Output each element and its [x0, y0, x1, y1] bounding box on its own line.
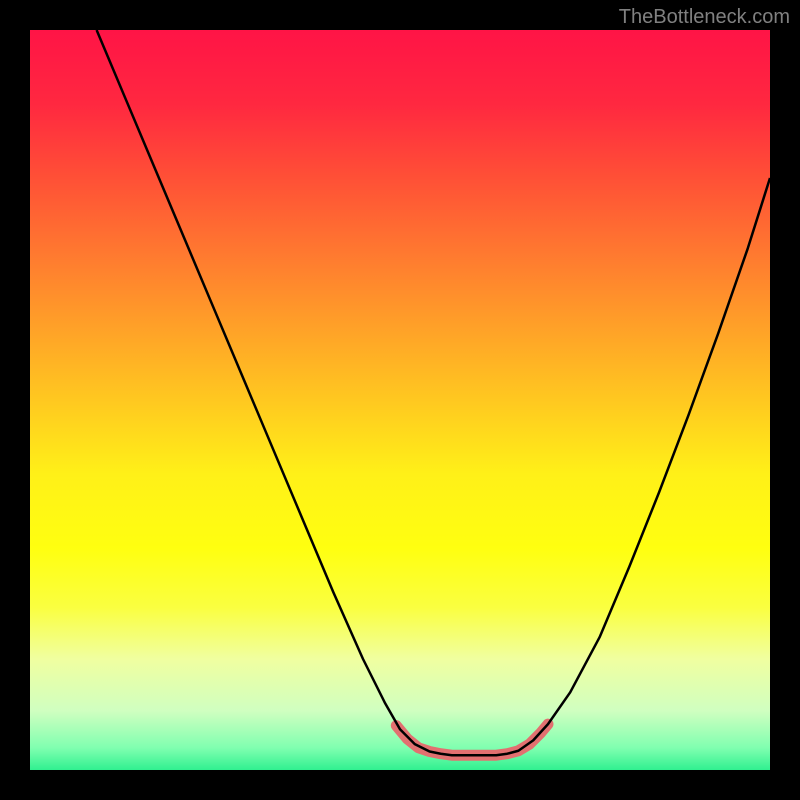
bottleneck-chart: [0, 0, 800, 800]
attribution-text: TheBottleneck.com: [619, 6, 790, 29]
chart-container: TheBottleneck.com: [0, 0, 800, 800]
gradient-background: [30, 30, 770, 770]
